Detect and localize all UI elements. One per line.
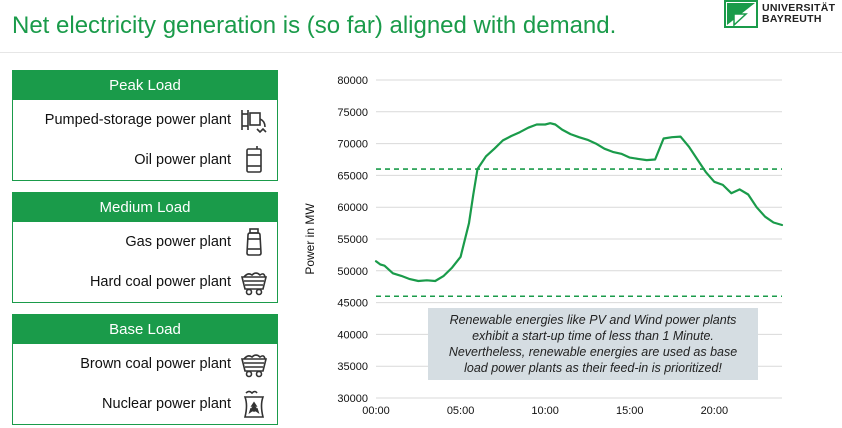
coal-cart-icon bbox=[240, 354, 268, 378]
y-tick-label: 35000 bbox=[337, 361, 368, 373]
peak-load-header: Peak Load bbox=[13, 71, 277, 100]
plant-label: Gas power plant bbox=[125, 234, 231, 250]
plant-label: Pumped-storage power plant bbox=[44, 112, 231, 128]
series-line-0 bbox=[374, 122, 784, 283]
medium-load-header: Medium Load bbox=[13, 193, 277, 222]
pumped-storage-icon bbox=[241, 110, 267, 134]
gas-tank-icon bbox=[246, 228, 262, 256]
x-tick-label: 05:00 bbox=[447, 405, 475, 417]
y-tick-label: 45000 bbox=[337, 298, 368, 310]
y-tick-label: 70000 bbox=[337, 139, 368, 151]
list-item: Pumped-storage power plant bbox=[13, 100, 277, 140]
plant-label: Brown coal power plant bbox=[80, 356, 231, 372]
base-load-header: Base Load bbox=[13, 315, 277, 344]
note-line: exhibit a start-up time of less than 1 M… bbox=[472, 329, 714, 343]
title-divider bbox=[0, 52, 842, 53]
y-axis-label: Power in MW bbox=[303, 203, 317, 275]
x-tick-label: 15:00 bbox=[616, 405, 644, 417]
y-tick-label: 30000 bbox=[337, 393, 368, 405]
page-title: Net electricity generation is (so far) a… bbox=[12, 12, 617, 39]
renewables-note: Renewable energies like PV and Wind powe… bbox=[428, 308, 758, 380]
y-tick-label: 75000 bbox=[337, 107, 368, 119]
base-load-box: Base Load Brown coal power plant Nuclear… bbox=[12, 314, 278, 425]
logo-text-line1: UNIVERSITÄT bbox=[762, 2, 836, 14]
y-tick-label: 80000 bbox=[337, 75, 368, 87]
y-tick-label: 55000 bbox=[337, 234, 368, 246]
list-item: Hard coal power plant bbox=[13, 262, 277, 302]
x-tick-label: 20:00 bbox=[701, 405, 729, 417]
y-tick-label: 40000 bbox=[337, 329, 368, 341]
plant-label: Hard coal power plant bbox=[89, 274, 231, 290]
medium-load-box: Medium Load Gas power plant Hard coal po… bbox=[12, 192, 278, 303]
x-tick-label: 10:00 bbox=[531, 405, 559, 417]
nuclear-plant-icon bbox=[243, 390, 265, 418]
demand-chart: 30000 35000 40000 45000 50000 55000 60000 65000… bbox=[303, 75, 784, 417]
logo-mark-icon bbox=[724, 0, 758, 28]
plant-label: Oil power plant bbox=[134, 152, 231, 168]
note-line: load power plants as their feed-in is pr… bbox=[464, 361, 722, 375]
x-tick-label: 00:00 bbox=[362, 405, 390, 417]
coal-cart-icon bbox=[240, 272, 268, 296]
oil-barrel-icon bbox=[246, 146, 262, 173]
list-item: Oil power plant bbox=[13, 140, 277, 180]
logo-text-line2: BAYREUTH bbox=[762, 13, 822, 25]
peak-load-box: Peak Load Pumped-storage power plant Oil… bbox=[12, 70, 278, 181]
list-item: Brown coal power plant bbox=[13, 344, 277, 384]
note-line: Renewable energies like PV and Wind powe… bbox=[449, 313, 737, 327]
note-line: Nevertheless, renewable energies are use… bbox=[448, 345, 738, 359]
list-item: Gas power plant bbox=[13, 222, 277, 262]
university-logo: UNIVERSITÄT BAYREUTH bbox=[718, 0, 842, 30]
y-tick-label: 65000 bbox=[337, 170, 368, 182]
list-item: Nuclear power plant bbox=[13, 384, 277, 424]
y-tick-label: 60000 bbox=[337, 202, 368, 214]
y-tick-label: 50000 bbox=[337, 266, 368, 278]
plant-label: Nuclear power plant bbox=[102, 396, 231, 412]
